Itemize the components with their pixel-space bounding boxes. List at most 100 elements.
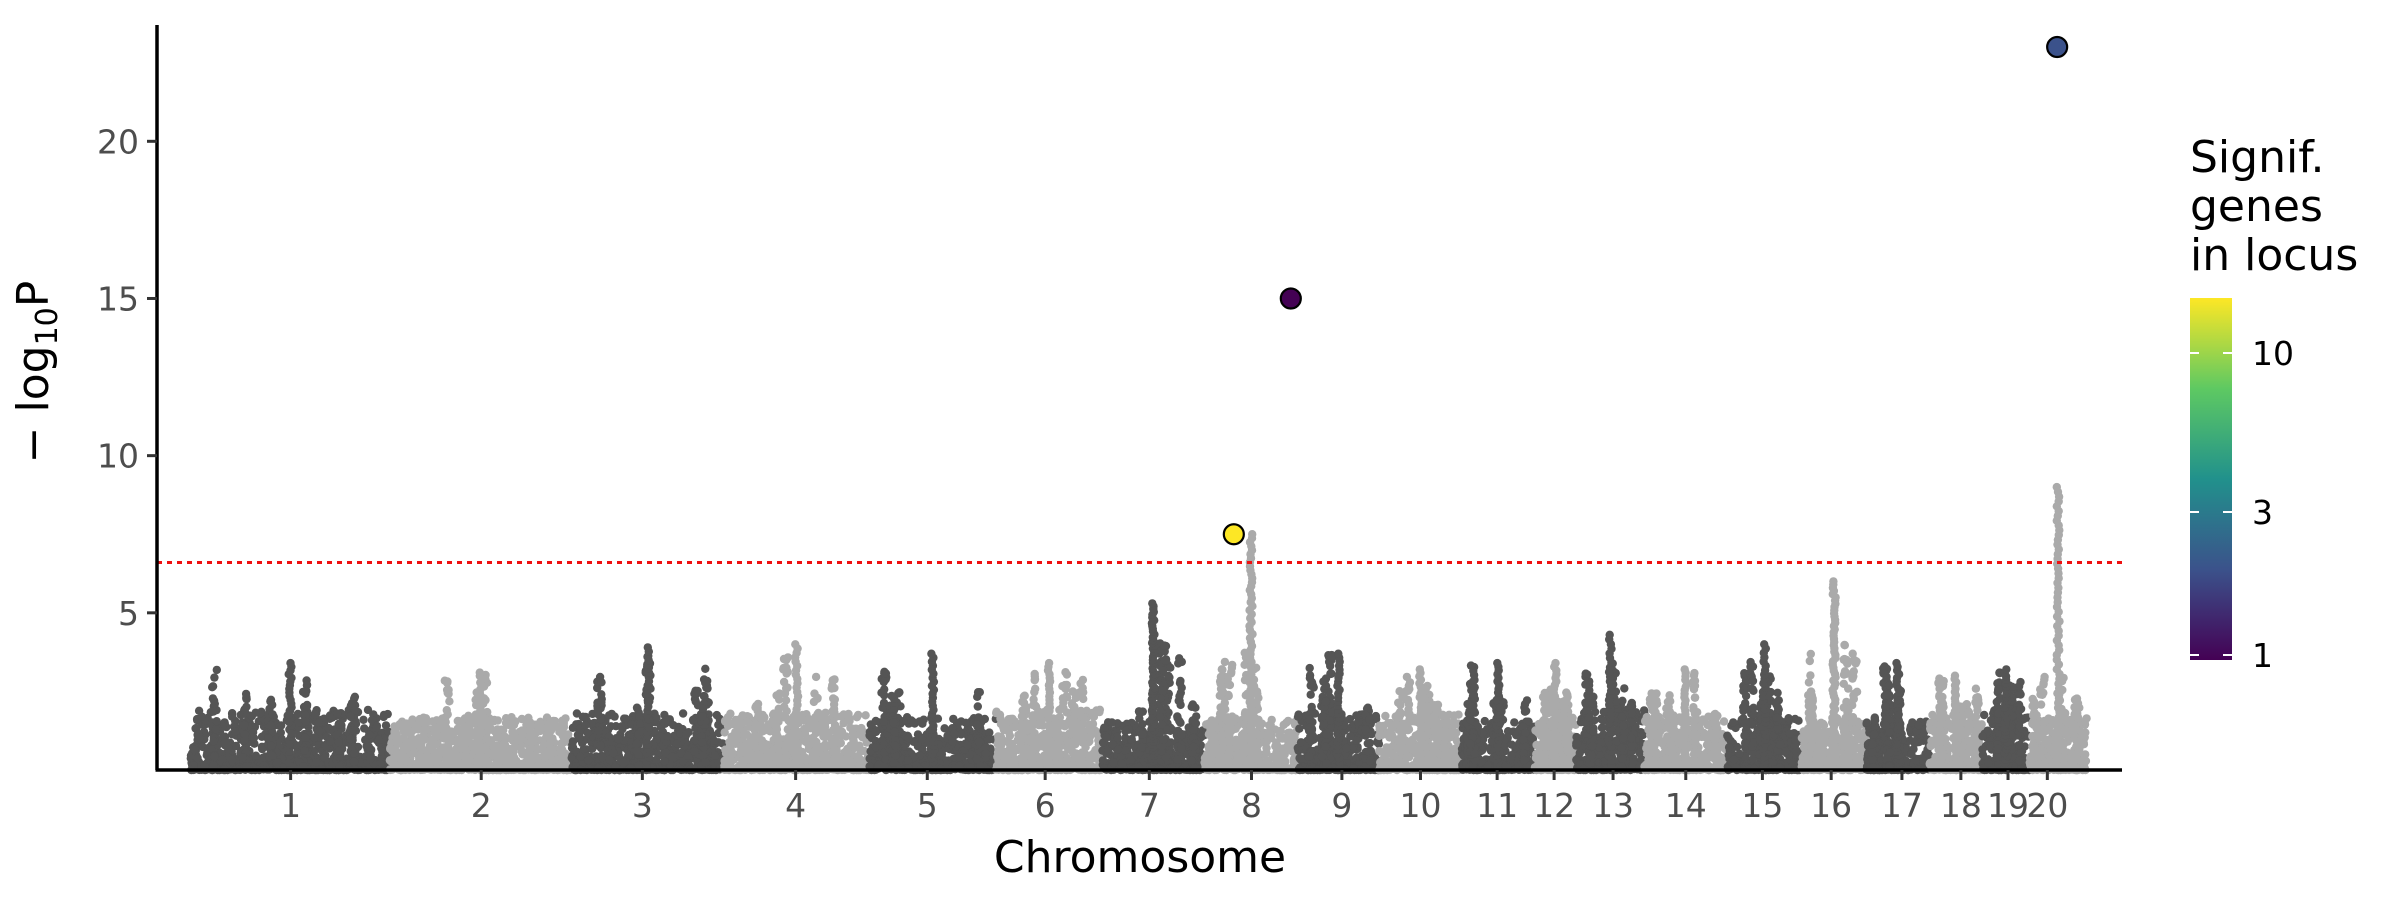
snp-point <box>420 735 429 744</box>
snp-point <box>349 757 359 767</box>
snp-point <box>1092 706 1101 715</box>
snp-point <box>594 726 603 736</box>
snp-point <box>314 718 323 728</box>
snp-point <box>335 720 344 729</box>
snp-point <box>581 721 590 730</box>
snp-point <box>443 710 452 719</box>
snp-point <box>1079 694 1088 704</box>
snp-point <box>300 746 309 755</box>
snp-point <box>442 753 452 763</box>
snp-point <box>908 717 918 727</box>
snp-point <box>584 756 593 765</box>
snp-point <box>661 716 670 725</box>
snp-point <box>596 741 605 750</box>
snp-point <box>443 744 452 753</box>
snp-point <box>315 726 324 736</box>
snp-point <box>1078 675 1088 685</box>
snp-point <box>849 724 858 734</box>
points-layer <box>186 482 2091 775</box>
snp-point <box>350 749 359 758</box>
snp-point <box>828 681 837 690</box>
snp-point <box>1022 719 1031 728</box>
snp-point <box>1055 752 1064 761</box>
snp-point <box>460 744 469 753</box>
snp-point <box>572 709 582 718</box>
snp-point <box>710 751 720 760</box>
snp-point <box>251 751 261 760</box>
snp-point <box>800 753 810 762</box>
snp-point <box>372 723 381 732</box>
snp-point <box>583 728 592 738</box>
snp-point <box>993 739 1002 748</box>
snp-point <box>810 747 819 756</box>
snp-point <box>852 713 862 722</box>
snp-point <box>475 668 484 677</box>
snp-point <box>733 724 743 734</box>
snp-point <box>231 741 241 751</box>
snp-point <box>239 721 249 730</box>
snp-point <box>1029 753 1039 763</box>
snp-point <box>576 752 585 761</box>
snp-point <box>634 761 644 770</box>
snp-point <box>828 725 838 735</box>
chromosome-points-7 <box>1098 599 1209 775</box>
snp-point <box>974 737 984 747</box>
snp-point <box>334 738 343 747</box>
snp-point <box>546 726 556 735</box>
snp-point <box>904 734 913 743</box>
snp-point <box>1007 715 1016 724</box>
snp-point <box>1018 732 1028 741</box>
snp-point <box>312 758 321 767</box>
snp-point <box>595 672 605 682</box>
snp-point <box>1088 719 1098 729</box>
snp-point <box>386 743 395 753</box>
snp-point <box>333 709 342 718</box>
chromosome-points-6 <box>992 658 1107 775</box>
snp-point <box>822 751 831 761</box>
snp-point <box>812 737 821 747</box>
chromosome-points-5 <box>865 649 1000 775</box>
snp-point <box>394 735 404 745</box>
snp-point <box>286 658 295 668</box>
snp-point <box>301 717 310 726</box>
snp-point <box>444 689 453 699</box>
snp-point <box>710 736 719 745</box>
snp-point <box>365 730 374 740</box>
snp-point <box>240 730 250 739</box>
snp-point <box>311 710 320 719</box>
snp-point <box>1010 723 1019 732</box>
snp-point <box>617 722 626 731</box>
snp-point <box>1044 658 1054 668</box>
snp-point <box>227 755 237 765</box>
snp-point <box>266 721 275 730</box>
snp-point <box>443 678 452 688</box>
snp-point <box>829 694 838 703</box>
snp-point <box>209 736 218 746</box>
snp-point <box>240 705 249 714</box>
snp-point <box>378 747 387 757</box>
snp-point <box>228 712 237 721</box>
snp-point <box>820 740 830 749</box>
snp-point <box>847 758 856 767</box>
snp-point <box>811 672 821 682</box>
snp-point <box>667 752 677 762</box>
snp-point <box>903 756 913 765</box>
snp-point <box>429 734 438 744</box>
snp-point <box>842 745 852 755</box>
snp-point <box>891 741 900 751</box>
snp-point <box>597 690 606 699</box>
snp-point <box>880 685 889 694</box>
snp-point <box>1021 744 1030 753</box>
snp-point <box>1031 702 1041 712</box>
snp-point <box>211 725 221 734</box>
snp-point <box>887 691 896 701</box>
snp-point <box>742 755 751 764</box>
snp-point <box>1031 711 1040 721</box>
snp-point <box>200 761 209 771</box>
snp-point <box>963 741 972 750</box>
snp-point <box>494 726 503 735</box>
snp-point <box>220 738 230 748</box>
snp-point <box>499 739 509 749</box>
snp-point <box>190 745 199 754</box>
snp-point <box>692 689 701 698</box>
